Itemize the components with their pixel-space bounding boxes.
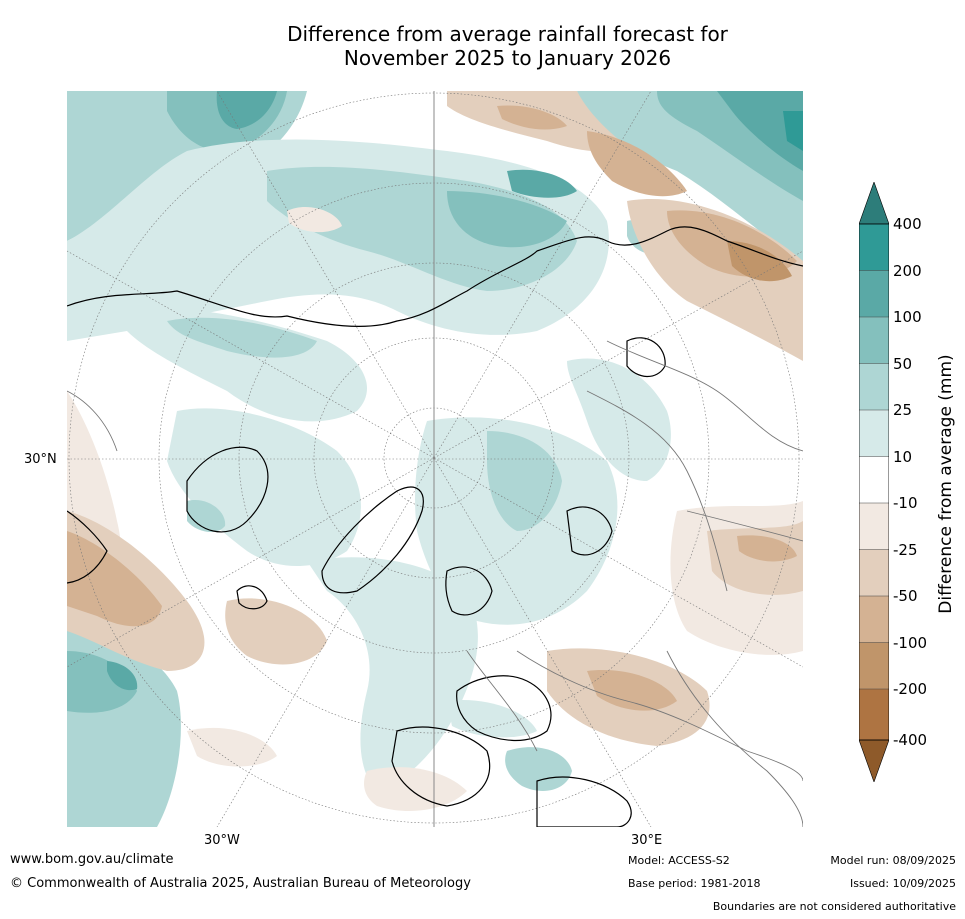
country-boundaries <box>67 340 803 827</box>
colorbar-band-m50-m100 <box>859 596 889 643</box>
colorbar-band-m10-m25 <box>859 503 889 550</box>
colorbar-tick-minus-100: -100 <box>893 633 928 652</box>
issued-info: Issued: 10/09/2025 <box>849 877 956 890</box>
colorbar-band-m100-m200 <box>859 642 889 689</box>
colorbar-band-100-200 <box>859 270 889 317</box>
colorbar-upper-extension <box>859 182 889 225</box>
colorbar-tick-minus-25: -25 <box>893 540 918 559</box>
model-info: Model: ACCESS-S2 <box>628 854 730 867</box>
copyright-notice: © Commonwealth of Australia 2025, Austra… <box>10 876 471 891</box>
colorbar-tick-200: 200 <box>893 261 922 280</box>
colorbar-band-10-25 <box>859 410 889 457</box>
graticule <box>67 91 803 827</box>
colorbar-tick-minus-10: -10 <box>893 494 918 512</box>
title-line-2: November 2025 to January 2026 <box>343 46 672 70</box>
colorbar-band-50-100 <box>859 317 889 364</box>
colorbar-band-200-400 <box>859 224 889 271</box>
colorbar-band-25-50 <box>859 363 889 410</box>
colorbar-tick-minus-400: -400 <box>893 731 928 749</box>
title-line-1: Difference from average rainfall forecas… <box>287 22 728 46</box>
colorbar <box>859 182 889 782</box>
website-link[interactable]: www.bom.gov.au/climate <box>10 852 174 867</box>
colorbar-tick-25: 25 <box>893 401 913 419</box>
boundaries-disclaimer: Boundaries are not considered authoritat… <box>712 900 956 913</box>
dry-anomaly-regions <box>67 91 803 811</box>
colorbar-band-neutral <box>859 456 889 503</box>
colorbar-tick-minus-50: -50 <box>893 587 918 605</box>
colorbar-tick-50: 50 <box>893 354 913 373</box>
colorbar-tick-10: 10 <box>893 447 913 466</box>
colorbar-band-m200-m400 <box>859 689 889 740</box>
colorbar-title: Difference from average (mm) <box>936 354 956 614</box>
rainfall-anomaly-map <box>67 91 803 827</box>
colorbar-tick-minus-200: -200 <box>893 680 928 698</box>
colorbar-tick-400: 400 <box>893 215 922 233</box>
model-run-info: Model run: 08/09/2025 <box>830 854 956 867</box>
colorbar-tick-100: 100 <box>893 308 922 326</box>
colorbar-lower-extension <box>859 739 889 782</box>
latitude-label-30n: 30°N <box>24 452 57 467</box>
longitude-label-30w: 30°W <box>204 833 240 848</box>
wet-anomaly-regions <box>67 91 803 827</box>
colorbar-band-m25-m50 <box>859 549 889 596</box>
longitude-label-30e: 30°E <box>631 833 663 848</box>
chart-title: Difference from average rainfall forecas… <box>0 22 965 70</box>
base-period-info: Base period: 1981-2018 <box>628 877 761 890</box>
